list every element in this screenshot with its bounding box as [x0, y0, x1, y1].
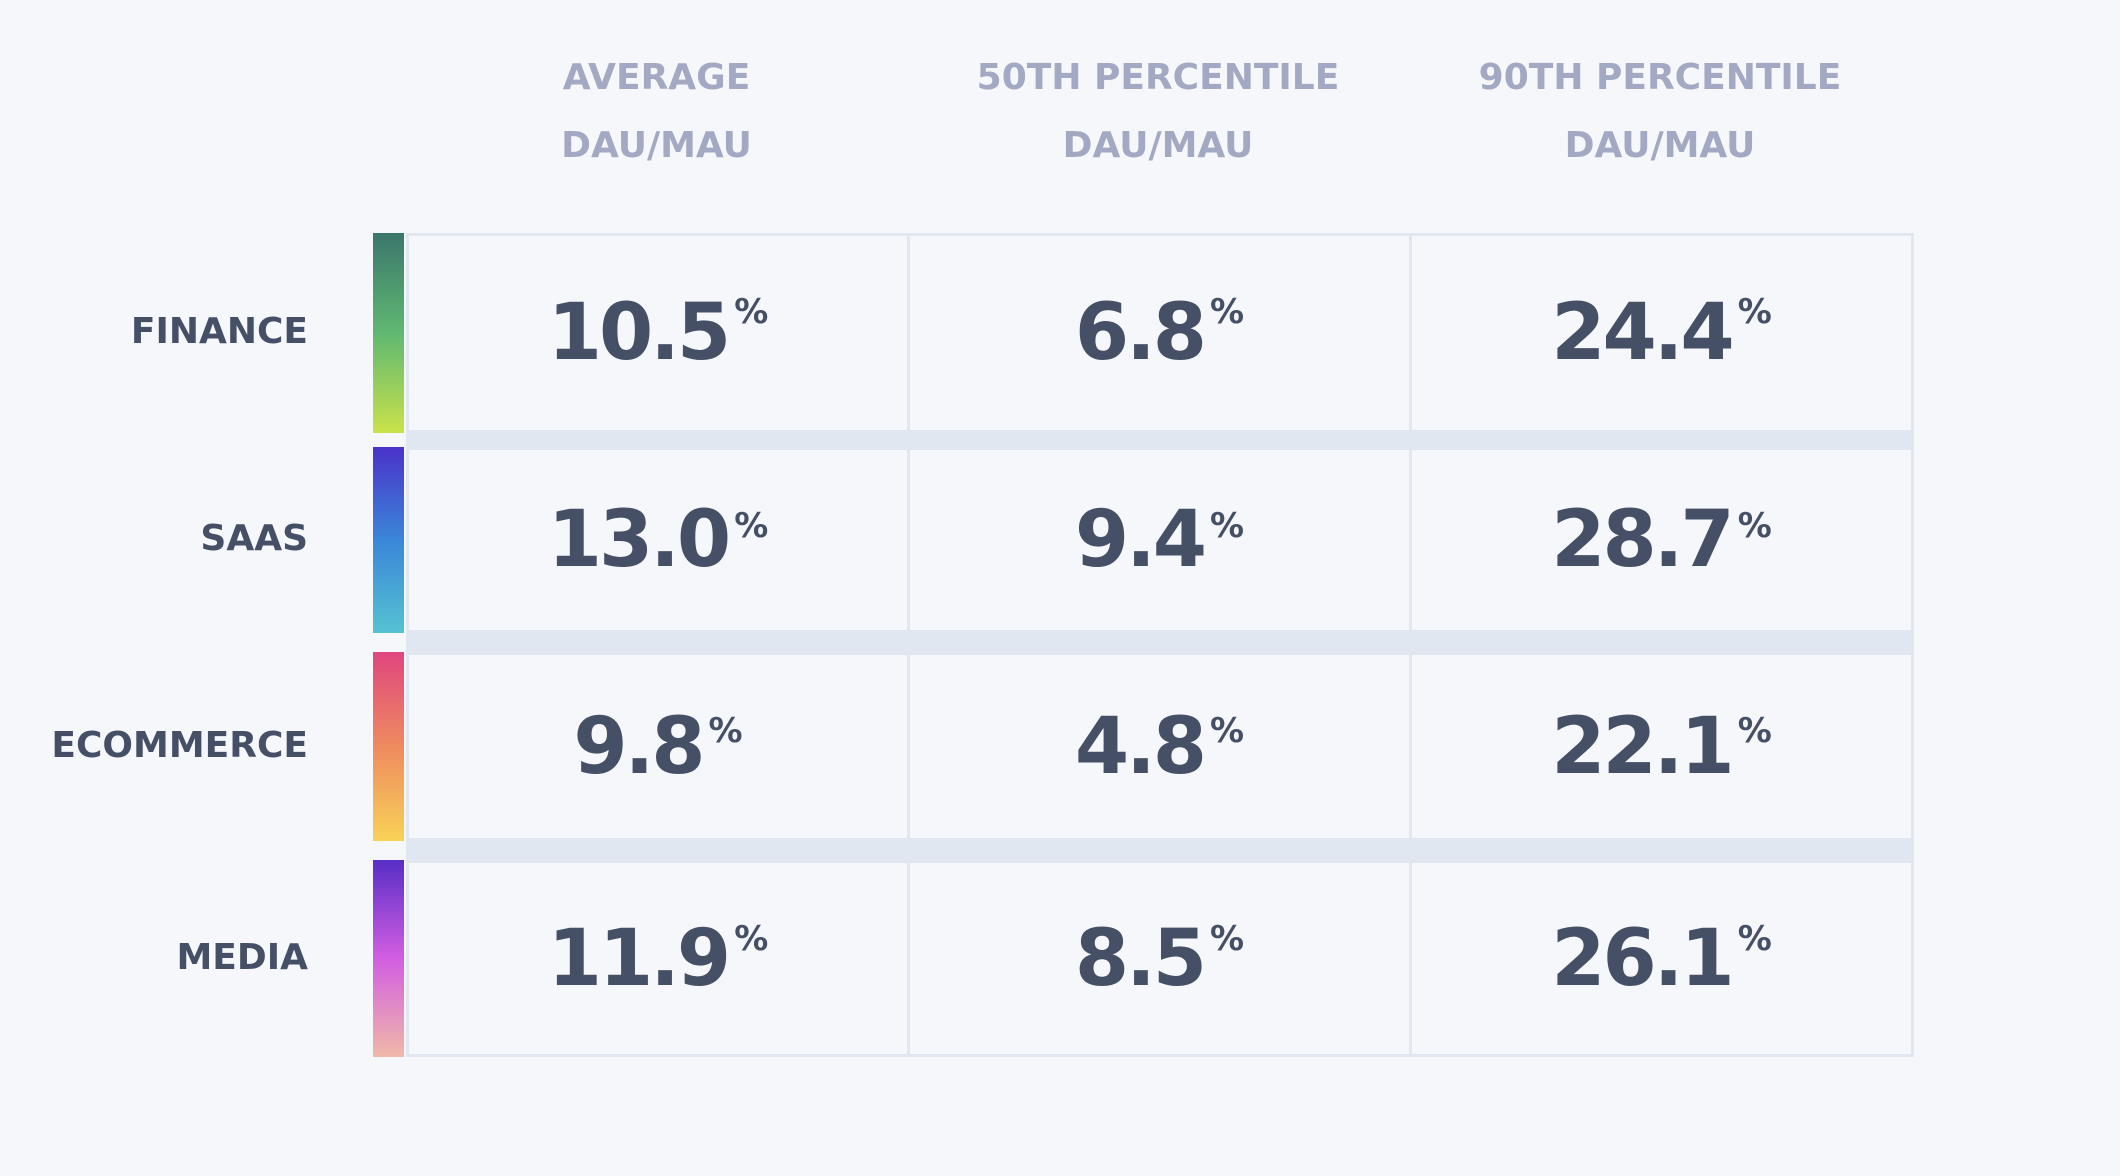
cell-unit: %	[734, 506, 769, 546]
cell-unit: %	[1737, 711, 1772, 751]
row-separator	[406, 633, 1914, 652]
table-cell: 26.1%	[1409, 860, 1914, 1057]
table-cell: 11.9%	[406, 860, 910, 1057]
table-cell: 9.4%	[907, 447, 1412, 633]
cell-value: 26.1	[1551, 913, 1734, 1004]
cell-value: 22.1	[1551, 701, 1734, 792]
row-color-bar	[373, 860, 404, 1057]
row-color-bar	[373, 233, 404, 433]
column-header: AVERAGE	[562, 57, 751, 98]
table-cell: 28.7%	[1409, 447, 1914, 633]
cell-unit: %	[1210, 711, 1245, 751]
cell-unit: %	[1737, 919, 1772, 959]
cell-unit: %	[1210, 919, 1245, 959]
cell-value: 6.8	[1074, 288, 1207, 378]
table-cell: 13.0%	[406, 447, 910, 633]
row-separator	[406, 433, 1914, 447]
column-header: DAU/MAU	[1564, 125, 1756, 166]
row-color-bar	[373, 652, 404, 841]
table-cell: 10.5%	[406, 233, 910, 433]
cell-unit: %	[708, 711, 743, 751]
cell-value: 9.4	[1074, 495, 1207, 585]
cell-unit: %	[734, 292, 769, 332]
cell-value: 11.9	[547, 913, 731, 1004]
table-cell: 22.1%	[1409, 652, 1914, 841]
cell-value: 13.0	[547, 495, 731, 585]
cell-value: 4.8	[1074, 701, 1207, 792]
cell-value: 10.5	[547, 288, 731, 378]
row-label: FINANCE	[130, 311, 308, 352]
cell-unit: %	[1210, 506, 1245, 546]
column-header: 50TH PERCENTILE	[976, 57, 1340, 98]
column-header: DAU/MAU	[1062, 125, 1254, 166]
cell-unit: %	[1737, 292, 1772, 332]
column-header: 90TH PERCENTILE	[1478, 57, 1842, 98]
table-cell: 8.5%	[907, 860, 1412, 1057]
table-cell: 4.8%	[907, 652, 1412, 841]
cell-value: 28.7	[1551, 495, 1734, 585]
row-label: ECOMMERCE	[51, 724, 308, 766]
cell-unit: %	[734, 919, 769, 959]
row-label: SAAS	[200, 518, 308, 559]
cell-value: 9.8	[573, 701, 705, 792]
cell-value: 24.4	[1551, 288, 1734, 378]
row-separator	[406, 841, 1914, 860]
cell-unit: %	[1210, 292, 1245, 332]
table-cell: 9.8%	[406, 652, 910, 841]
row-label: MEDIA	[176, 936, 308, 978]
table-cell: 6.8%	[907, 233, 1412, 433]
cell-value: 8.5	[1074, 913, 1207, 1004]
table-cell: 24.4%	[1409, 233, 1914, 433]
column-header: DAU/MAU	[561, 125, 752, 166]
cell-unit: %	[1737, 506, 1772, 546]
row-color-bar	[373, 447, 404, 633]
